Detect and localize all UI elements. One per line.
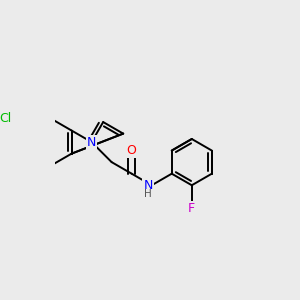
Text: Cl: Cl: [0, 112, 11, 125]
Text: N: N: [143, 179, 153, 192]
Text: H: H: [144, 189, 152, 200]
Text: F: F: [188, 202, 195, 215]
Text: N: N: [87, 136, 96, 148]
Text: O: O: [127, 144, 136, 157]
